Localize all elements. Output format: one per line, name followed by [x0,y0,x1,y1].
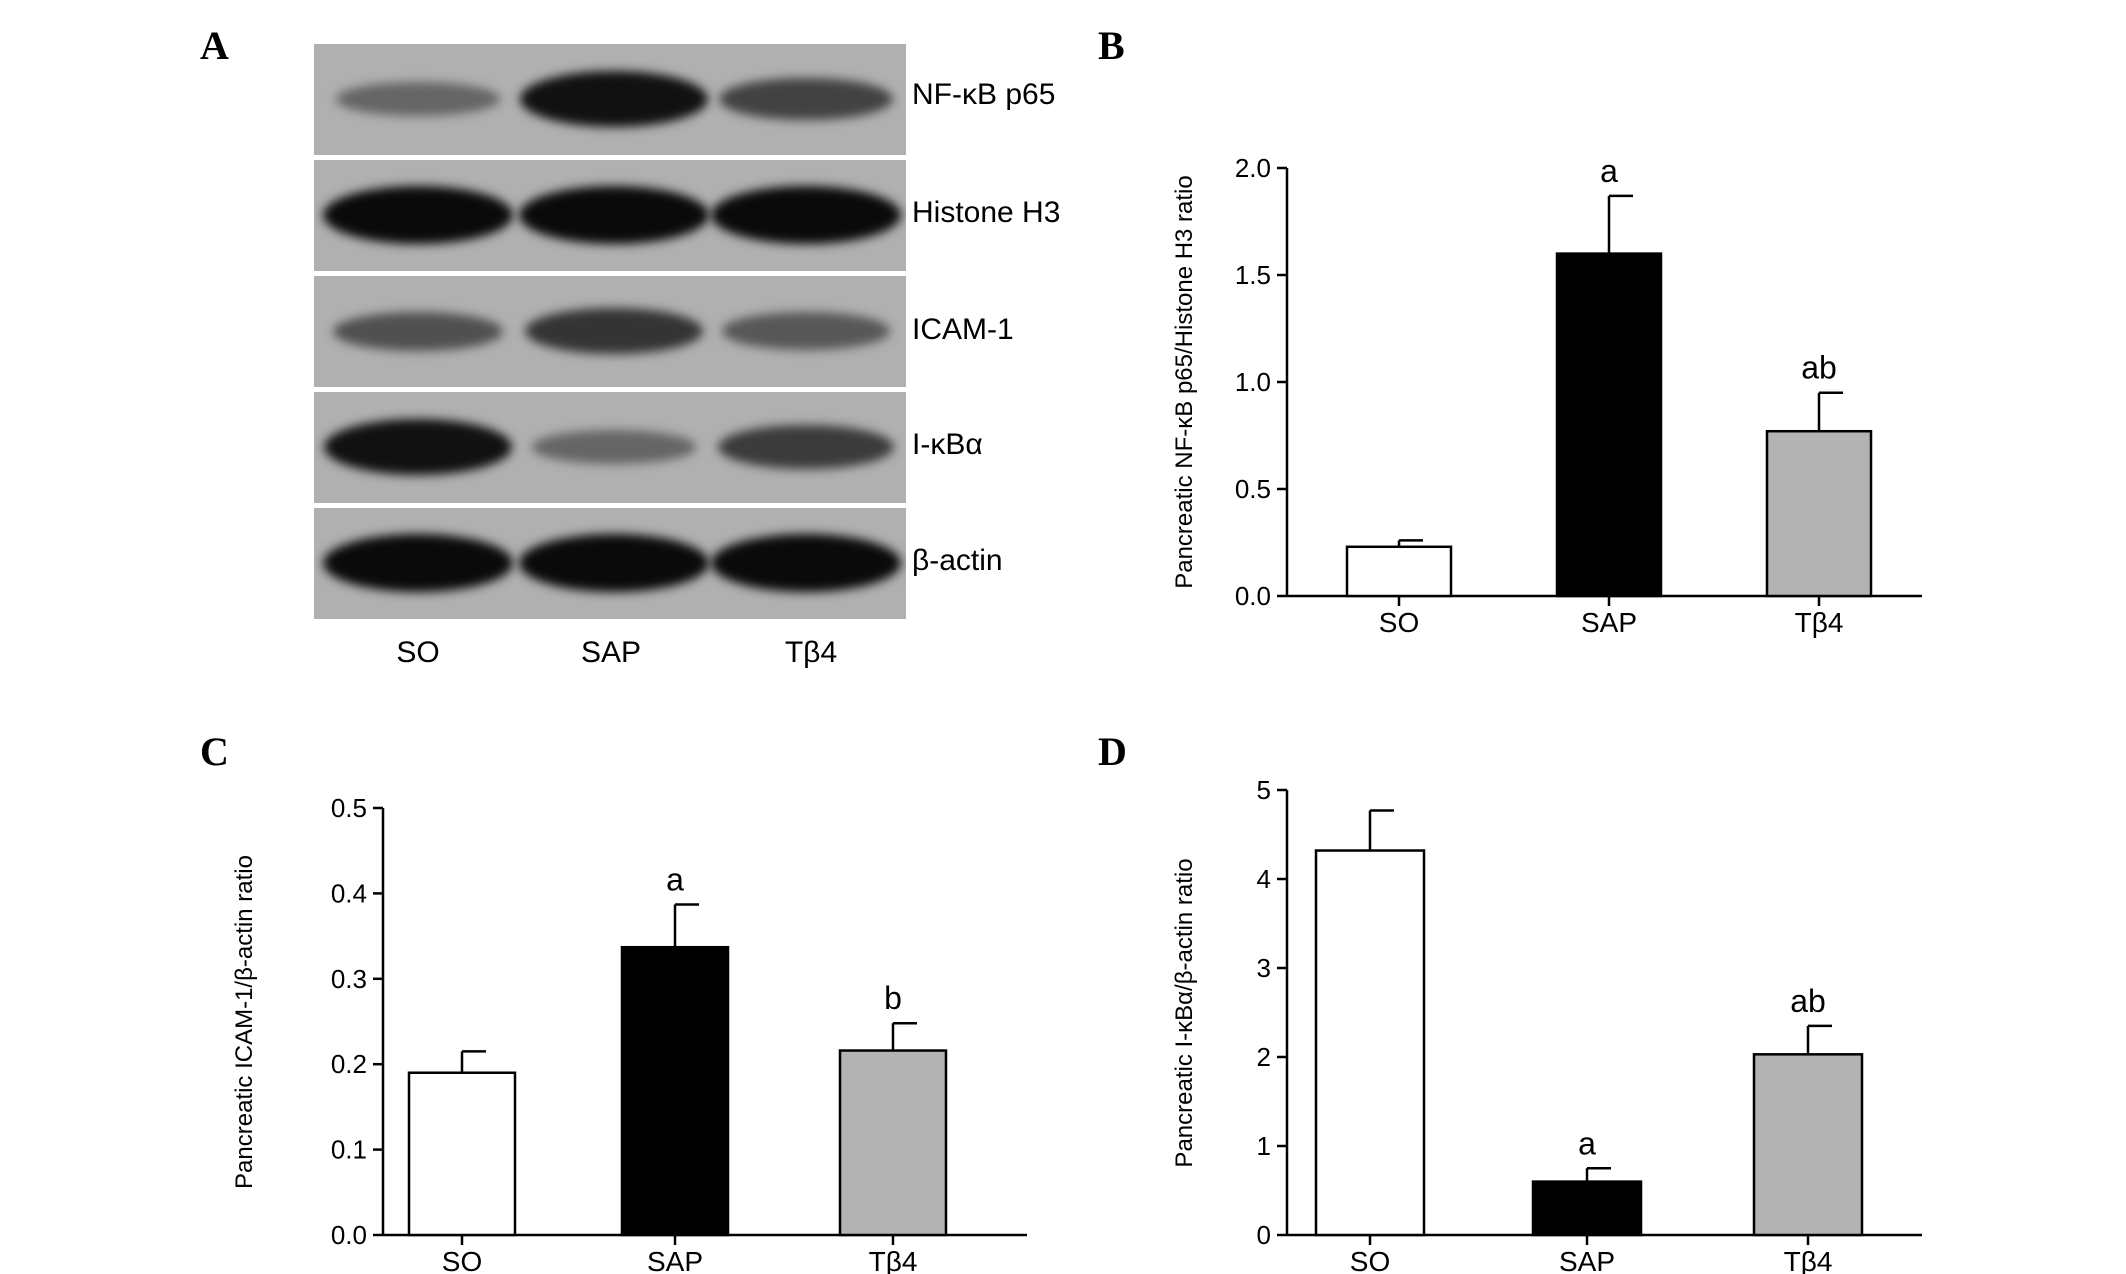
blot-band [525,307,703,355]
blot-band [532,430,696,464]
blot-strip-ikba [314,392,906,503]
bar [1531,1180,1643,1237]
bar [1765,429,1873,598]
panel-label-c: C [200,729,229,774]
y-tick-label: 0.5 [1235,474,1271,504]
x-tick-label: Tβ4 [1784,1246,1833,1274]
bar [1555,252,1663,598]
significance-label: a [1600,153,1618,189]
y-tick-label: 1.0 [1235,367,1271,397]
blot-band [711,186,901,244]
panel-label-d: D [1098,729,1127,774]
blot-label-nfkb-p65: NF-κB p65 [912,78,1056,111]
panel-label-a: A [200,23,229,68]
y-tick-label: 0.0 [331,1220,367,1250]
significance-label: ab [1801,350,1837,386]
blot-strip-histone-h3 [314,160,906,271]
bar [1345,545,1453,598]
y-tick-label: 3 [1257,953,1271,983]
chart-panel-d: 0 1 2 3 4 5 SO SAP a Tβ4 ab Pancreatic I-κBα/β-acti… [1171,775,1922,1274]
blot-band [336,82,500,116]
blot-label-icam-1: ICAM-1 [912,313,1014,346]
x-tick-label: SAP [647,1246,703,1274]
chart-panel-b: 0.0 0.5 1.0 1.5 2.0 SO SAP a Tβ4 ab Pancreatic NF-… [1171,153,1922,638]
y-tick-label: 1.5 [1235,260,1271,290]
blot-strip-beta-actin [314,508,906,619]
bar [620,945,730,1237]
blot-label-histone-h3: Histone H3 [912,196,1061,229]
y-tick-label: 0.4 [331,878,367,908]
y-tick-label: 2 [1257,1042,1271,1072]
x-tick-label: SO [1379,607,1419,638]
lane-label-so: SO [396,636,440,669]
blot-band [519,534,709,592]
blot-band [333,311,503,351]
y-tick-label: 0.3 [331,964,367,994]
blot-band [711,534,901,592]
blot-label-ikba: I-κBα [912,428,983,461]
blot-band [324,418,512,476]
significance-label: b [884,980,902,1016]
blot-band [323,534,513,592]
bar [407,1071,517,1237]
blot-band [719,77,893,121]
chart-panel-c: 0.0 0.1 0.2 0.3 0.4 0.5 SO SAP a Tβ4 b Pancreatic I… [231,793,1027,1274]
y-tick-label: 5 [1257,775,1271,805]
bar [1314,849,1426,1237]
x-tick-label: SAP [1581,607,1637,638]
blot-band [520,70,708,128]
lane-label-sap: SAP [580,636,642,669]
y-axis-label: Pancreatic I-κBα/β-actin ratio [1171,858,1198,1167]
blot-label-beta-actin: β-actin [912,544,1003,577]
y-tick-label: 0.2 [331,1049,367,1079]
panel-label-b: B [1098,23,1125,68]
y-tick-label: 0.5 [331,793,367,823]
bar [838,1049,948,1237]
y-tick-label: 1 [1257,1131,1271,1161]
y-axis-label: Pancreatic NF-κB p65/Histone H3 ratio [1171,175,1198,589]
x-tick-label: SO [442,1246,482,1274]
blot-band [323,186,513,244]
y-tick-label: 0.0 [1235,581,1271,611]
blot-band [519,186,709,244]
x-tick-label: Tβ4 [869,1246,918,1274]
x-tick-label: SAP [1559,1246,1615,1274]
y-tick-label: 2.0 [1235,153,1271,183]
significance-label: a [1578,1125,1596,1161]
y-tick-label: 0 [1257,1220,1271,1250]
y-tick-label: 4 [1257,864,1271,894]
lane-label-tb4: Tβ4 [784,636,838,669]
bar [1752,1053,1864,1237]
y-tick-label: 0.1 [331,1135,367,1165]
significance-label: ab [1790,983,1826,1019]
blot-strip-icam-1 [314,276,906,387]
blot-strip-nfkb-p65 [314,44,906,155]
blot-band [718,424,894,470]
blot-band [722,312,890,350]
x-tick-label: SO [1350,1246,1390,1274]
y-axis-label: Pancreatic ICAM-1/β-actin ratio [231,855,258,1189]
significance-label: a [666,862,684,898]
x-tick-label: Tβ4 [1795,607,1844,638]
